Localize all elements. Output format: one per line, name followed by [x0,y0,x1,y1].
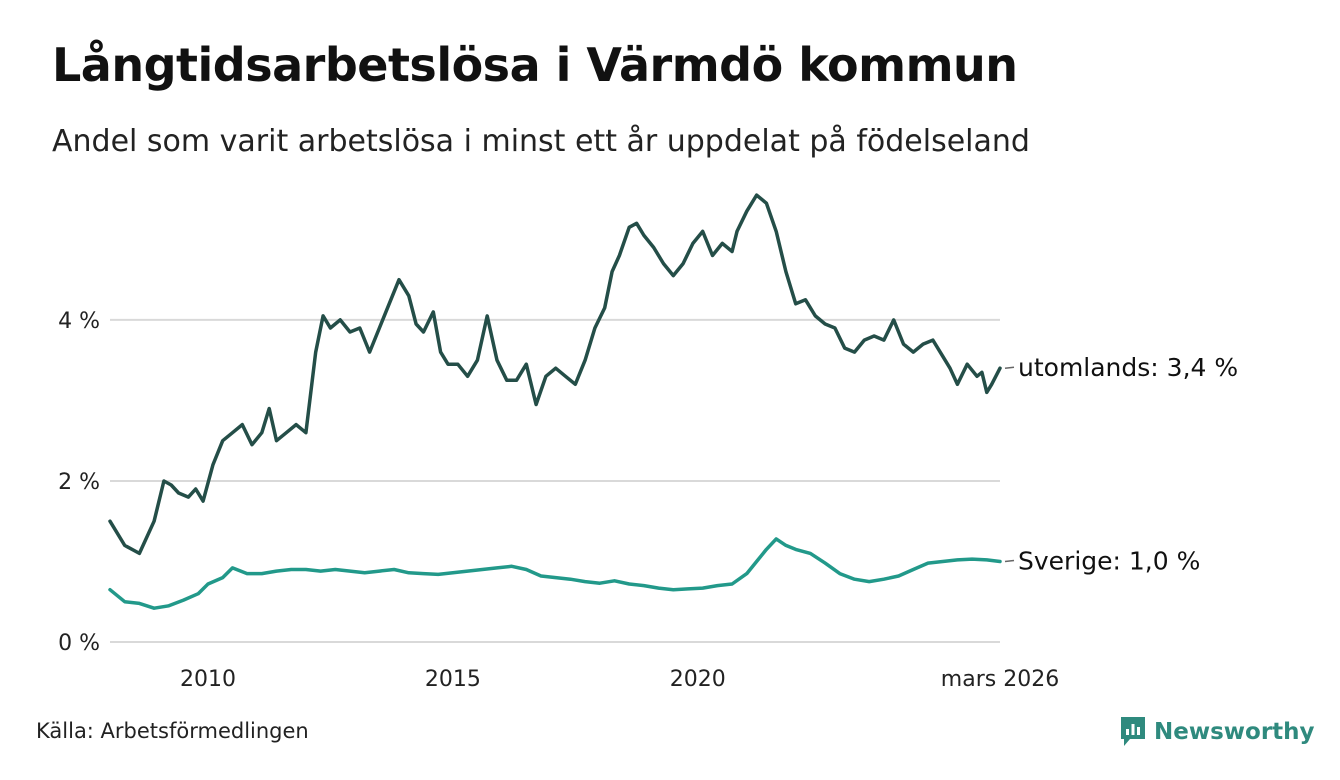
y-tick-label: 4 % [58,309,100,334]
chart-subtitle: Andel som varit arbetslösa i minst ett å… [52,124,1030,159]
end-label-leader [1004,366,1015,369]
x-tick-label: 2015 [425,667,481,692]
end-label-utomlands: utomlands: 3,4 % [1018,353,1238,382]
series-line-sverige [108,537,1002,610]
x-tick-label: mars 2026 [941,667,1059,692]
source-note: Källa: Arbetsförmedlingen [36,719,309,743]
newsworthy-logo-icon [1121,717,1145,746]
line-chart: 0 % 2 % 4 % 2010 2015 2020 mars 2026 utomlands:… [58,193,1238,692]
brand-logo: Newsworthy [1118,714,1315,750]
brand-name: Newsworthy [1154,719,1315,745]
chart-title: Långtidsarbetslösa i Värmdö kommun [52,38,1018,92]
y-tick-label: 2 % [58,470,100,495]
x-tick-label: 2020 [670,667,726,692]
y-tick-label: 0 % [58,631,100,656]
x-tick-label: 2010 [180,667,236,692]
end-label-sverige: Sverige: 1,0 % [1018,546,1200,575]
end-label-leader [1004,559,1015,563]
series-line-utomlands [108,193,1002,556]
